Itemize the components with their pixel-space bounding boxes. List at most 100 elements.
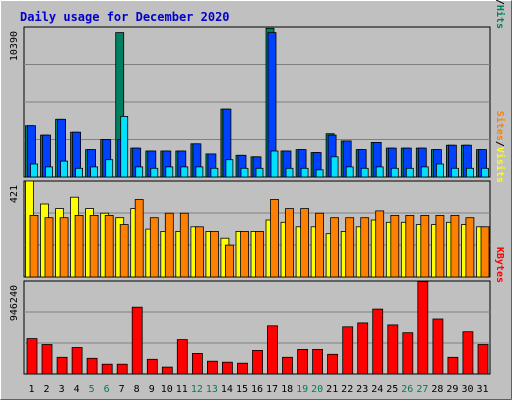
chart-title: Daily usage for December 2020 <box>20 10 230 24</box>
bar-kbytes-day-20 <box>312 348 324 375</box>
bar-pages-day-29 <box>450 167 459 178</box>
bar-pages-day-6 <box>105 159 114 178</box>
x-tick-label-day-31: 31 <box>476 384 488 395</box>
bar-sites-day-6 <box>104 214 114 278</box>
bar-sites-day-21 <box>330 217 340 278</box>
x-tick-label-day-27: 27 <box>416 384 428 395</box>
bar-sites-day-2 <box>44 217 54 278</box>
bar-sites-day-27 <box>420 214 430 278</box>
bar-pages-day-21 <box>330 156 339 178</box>
bar-kbytes-day-13 <box>206 360 218 375</box>
x-tick-label-day-25: 25 <box>386 384 398 395</box>
x-tick-label-day-23: 23 <box>356 384 368 395</box>
x-tick-label-day-10: 10 <box>161 384 173 395</box>
bar-kbytes-day-8 <box>131 306 143 375</box>
bar-kbytes-day-3 <box>56 356 68 375</box>
bar-kbytes-day-17 <box>267 325 278 375</box>
bar-kbytes-day-25 <box>387 324 399 375</box>
x-tick-label-day-12: 12 <box>191 384 203 395</box>
bar-sites-day-10 <box>164 212 174 278</box>
bar-kbytes-day-21 <box>327 353 339 375</box>
chart-panels: 10390 Pages/Files/Hits 421 Sites/Visits 9462… <box>9 0 506 375</box>
y-max-label-kbytes: 946240 <box>9 285 20 321</box>
bar-pages-day-22 <box>345 166 354 178</box>
legend-hits-files-pages: Pages/Files/Hits <box>494 0 506 29</box>
bar-kbytes-day-23 <box>357 322 369 375</box>
bar-kbytes-day-15 <box>237 362 248 375</box>
bar-kbytes-day-22 <box>342 326 354 375</box>
bar-pages-day-5 <box>90 166 98 178</box>
x-tick-label-day-3: 3 <box>59 384 65 395</box>
x-axis-labels: 1 2 3 4 5 6 7 8 9 10 11 12 13 14 15 16 17 18 19 20 21 22 23 24 2… <box>28 384 488 395</box>
bar-kbytes-day-9 <box>146 358 158 375</box>
bar-kbytes-day-2 <box>41 344 53 375</box>
bar-sites-day-1 <box>29 214 39 278</box>
bar-pages-day-15 <box>240 167 249 178</box>
x-tick-label-day-16: 16 <box>251 384 263 395</box>
bar-pages-day-8 <box>135 166 144 178</box>
bar-pages-day-4 <box>75 167 83 178</box>
x-tick-label-day-5: 5 <box>89 384 95 395</box>
bar-pages-day-7 <box>120 116 129 178</box>
y-max-label-sites-visits: 421 <box>9 185 20 203</box>
bar-sites-day-14 <box>224 244 234 278</box>
bar-pages-day-26 <box>405 167 414 178</box>
bar-sites-day-19 <box>300 208 310 278</box>
bar-pages-day-19 <box>300 167 309 178</box>
bar-pages-day-30 <box>465 167 474 178</box>
bar-pages-day-24 <box>375 166 384 178</box>
legend-sites-visits: Sites/Visits <box>494 111 506 183</box>
x-tick-label-day-26: 26 <box>401 384 413 395</box>
bar-kbytes-day-6 <box>101 363 113 375</box>
bar-sites-day-12 <box>194 226 204 278</box>
bar-sites-day-11 <box>179 212 189 278</box>
bar-kbytes-day-31 <box>477 344 489 375</box>
bar-pages-day-13 <box>210 167 219 178</box>
x-tick-label-day-20: 20 <box>311 384 323 395</box>
bar-kbytes-day-26 <box>402 332 414 375</box>
x-tick-label-day-8: 8 <box>134 384 140 395</box>
bar-kbytes-day-11 <box>176 339 188 375</box>
x-tick-label-day-15: 15 <box>236 384 248 395</box>
x-tick-label-day-4: 4 <box>74 384 80 395</box>
bar-kbytes-day-29 <box>447 356 459 375</box>
x-tick-label-day-14: 14 <box>221 384 233 395</box>
bar-kbytes-day-30 <box>462 331 474 375</box>
x-tick-label-day-22: 22 <box>341 384 353 395</box>
bar-kbytes-day-10 <box>161 366 173 375</box>
bar-pages-day-9 <box>150 167 159 178</box>
bar-kbytes-day-27 <box>417 281 429 375</box>
bar-sites-day-23 <box>360 217 370 278</box>
x-tick-label-day-1: 1 <box>28 384 34 395</box>
bar-sites-day-29 <box>450 214 460 278</box>
bar-sites-day-7 <box>119 224 129 278</box>
x-tick-label-day-24: 24 <box>371 384 383 395</box>
bar-sites-day-31 <box>480 226 490 278</box>
bar-pages-day-1 <box>30 163 38 178</box>
bar-pages-day-25 <box>390 167 399 178</box>
bar-pages-day-23 <box>360 167 369 178</box>
x-tick-label-day-18: 18 <box>281 384 293 395</box>
bar-pages-day-17 <box>270 150 279 178</box>
bar-sites-day-8 <box>134 199 144 278</box>
bar-kbytes-day-24 <box>372 308 384 375</box>
bar-sites-day-20 <box>315 212 325 278</box>
bar-pages-day-16 <box>255 167 264 178</box>
bar-kbytes-day-5 <box>86 357 98 375</box>
y-max-label-hits-files-pages: 10390 <box>9 31 20 61</box>
panel-hits-files-pages: 10390 Pages/Files/Hits <box>9 0 506 178</box>
bar-pages-day-2 <box>45 166 53 178</box>
bar-kbytes-day-12 <box>191 352 203 375</box>
bar-kbytes-day-18 <box>282 356 293 375</box>
bar-kbytes-day-28 <box>432 318 444 375</box>
bar-sites-day-18 <box>285 208 294 278</box>
x-tick-label-day-19: 19 <box>296 384 308 395</box>
bar-kbytes-day-1 <box>26 338 38 375</box>
bar-pages-day-3 <box>60 160 68 178</box>
bar-pages-day-11 <box>180 166 189 178</box>
bar-sites-day-25 <box>390 214 400 278</box>
bar-sites-day-30 <box>465 217 475 278</box>
bar-sites-day-9 <box>149 217 159 278</box>
bar-pages-day-28 <box>435 163 444 178</box>
